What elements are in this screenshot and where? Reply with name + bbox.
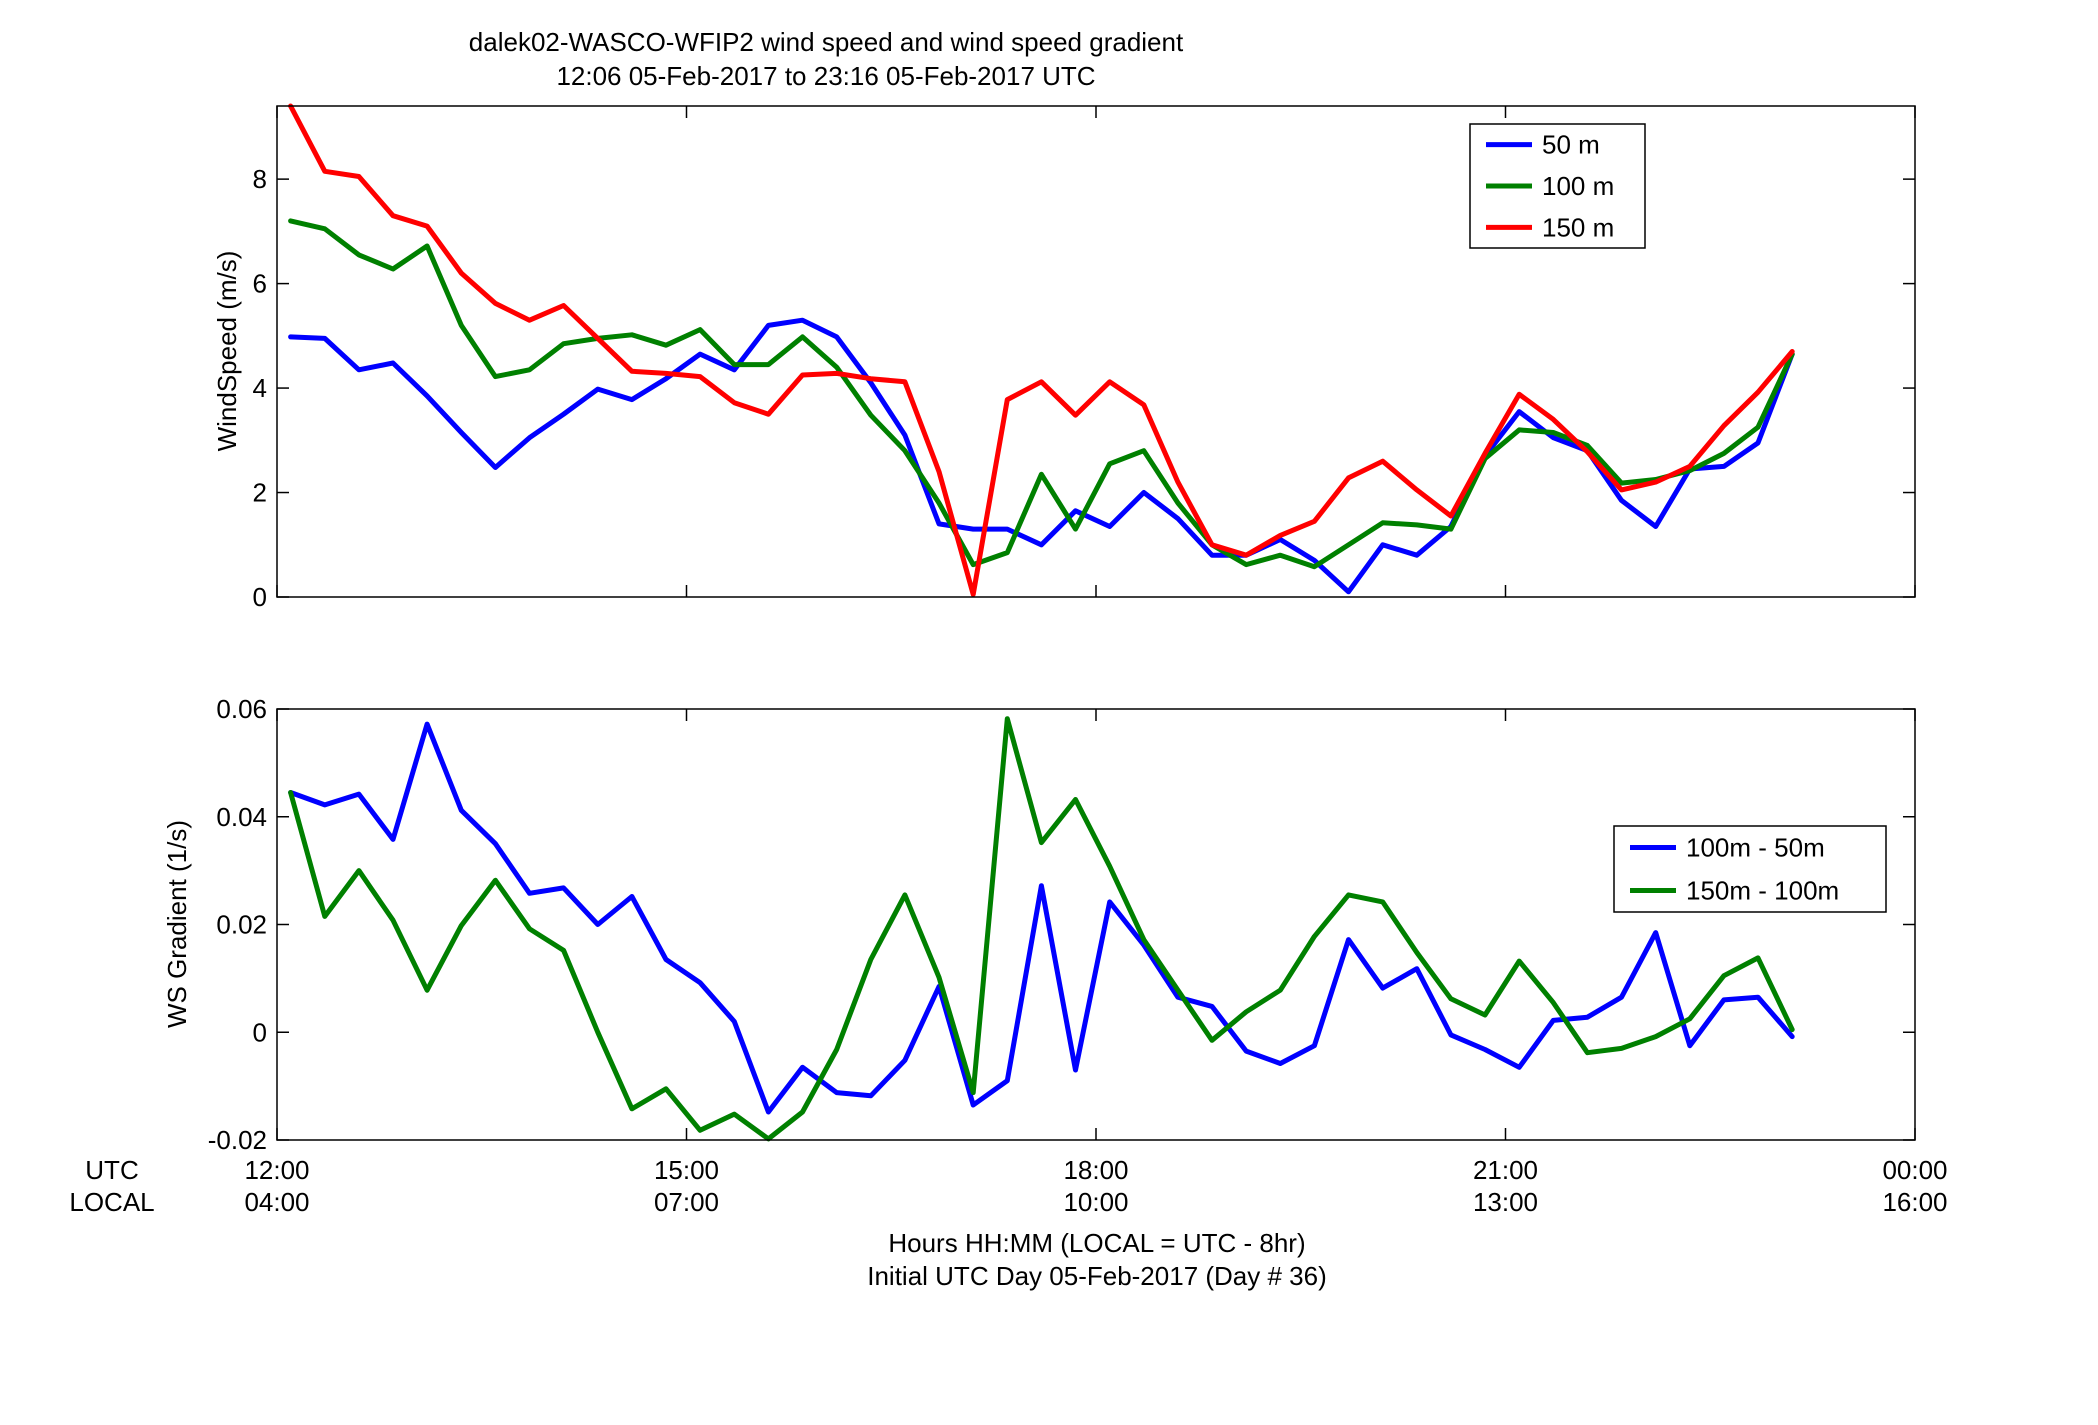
x-axis-label: Hours HH:MM (LOCAL = UTC - 8hr) [888,1228,1305,1258]
windspeed-ticks: 0 2 4 6 8 [253,106,1916,612]
gradient-y-tick-label: 0.02 [216,910,267,940]
gradient-panel: -0.02 0 0.02 0.04 0.06 WS Gradient (1/s) 100… [162,694,1916,1155]
x-tick-label-local: 13:00 [1473,1187,1538,1217]
windspeed-y-tick-label: 6 [253,269,267,299]
gradient-y-tick-label: 0.06 [216,694,267,724]
windspeed-series-line-3 [288,103,1795,597]
x-tick-label-local: 10:00 [1063,1187,1128,1217]
x-tick-label-utc: 00:00 [1882,1155,1947,1185]
gradient-legend-label-1: 100m - 50m [1686,833,1825,863]
x-tick-label-local: 07:00 [654,1187,719,1217]
windspeed-y-axis-label: WindSpeed (m/s) [212,251,242,452]
x-tick-label-utc: 18:00 [1063,1155,1128,1185]
windspeed-panel: 0 2 4 6 8 WindSpeed (m/s) 50 m 100 m 150 m [212,103,1916,612]
windspeed-y-tick-label: 8 [253,164,267,194]
gradient-series [288,716,1795,1142]
windspeed-series-line-2 [288,218,1795,570]
gradient-series-line-2 [288,716,1795,1142]
gradient-legend-box [1613,825,1887,913]
gradient-y-axis-label: WS Gradient (1/s) [162,820,192,1028]
windspeed-series-line-1 [288,317,1795,595]
windspeed-y-tick-label: 0 [253,582,267,612]
windspeed-legend: 50 m 100 m 150 m [1469,123,1646,249]
gradient-y-tick-label: -0.02 [208,1125,267,1155]
x-axis-sublabel: Initial UTC Day 05-Feb-2017 (Day # 36) [867,1261,1327,1291]
gradient-legend-label-2: 150m - 100m [1686,876,1839,906]
x-tick-label-local: 04:00 [244,1187,309,1217]
gradient-y-tick-label: 0.04 [216,802,267,832]
gradient-legend: 100m - 50m 150m - 100m [1613,825,1887,913]
utc-row-label: UTC [85,1155,138,1185]
x-tick-label-utc: 15:00 [654,1155,719,1185]
gradient-y-tick-label: 0 [253,1017,267,1047]
windspeed-series [288,103,1795,597]
gradient-series-line-1 [288,721,1795,1115]
local-row-label: LOCAL [69,1187,154,1217]
x-tick-label-utc: 12:00 [244,1155,309,1185]
windspeed-legend-label-1: 50 m [1542,130,1600,160]
gradient-ticks: -0.02 0 0.02 0.04 0.06 [208,694,1916,1155]
windspeed-y-tick-label: 4 [253,373,267,403]
windspeed-y-tick-label: 2 [253,478,267,508]
windspeed-legend-label-3: 150 m [1542,212,1614,242]
x-tick-label-utc: 21:00 [1473,1155,1538,1185]
chart-title: dalek02-WASCO-WFIP2 wind speed and wind … [469,27,1184,57]
windspeed-legend-label-2: 100 m [1542,171,1614,201]
chart-subtitle: 12:06 05-Feb-2017 to 23:16 05-Feb-2017 U… [556,61,1095,91]
x-tick-label-local: 16:00 [1882,1187,1947,1217]
